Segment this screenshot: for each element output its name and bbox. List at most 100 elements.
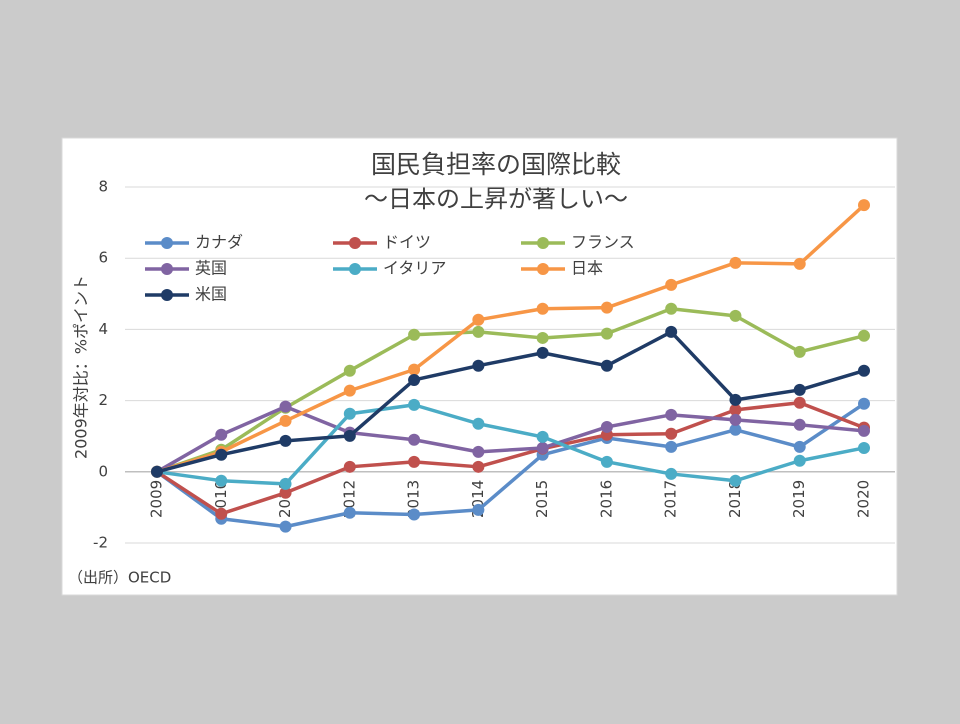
- data-point: [343, 506, 356, 519]
- data-point: [215, 474, 228, 487]
- legend-swatch-marker: [161, 263, 173, 275]
- data-point: [600, 301, 613, 314]
- data-point: [729, 309, 742, 322]
- data-point: [729, 474, 742, 487]
- legend-label: フランス: [571, 233, 635, 252]
- data-point: [472, 359, 485, 372]
- y-tick-label: 4: [98, 320, 108, 338]
- data-point: [729, 413, 742, 426]
- y-tick-label: 2: [98, 391, 108, 409]
- data-point: [793, 396, 806, 409]
- data-point: [408, 398, 421, 411]
- plot: [151, 199, 870, 533]
- data-point: [600, 455, 613, 468]
- data-point: [408, 328, 421, 341]
- data-point: [793, 257, 806, 270]
- series-line: [156, 404, 865, 474]
- data-point: [343, 429, 356, 442]
- data-point: [151, 465, 163, 478]
- x-tick-label: 2016: [597, 480, 615, 518]
- legend-swatch-marker: [161, 289, 173, 301]
- data-point: [665, 408, 678, 421]
- data-point: [858, 364, 870, 377]
- data-point: [408, 373, 421, 386]
- x-tick-label: 2010: [212, 480, 230, 518]
- x-tick-label: 2019: [790, 480, 808, 518]
- data-point: [408, 363, 421, 376]
- data-point: [793, 418, 806, 431]
- data-point: [472, 313, 485, 326]
- data-point: [472, 325, 485, 338]
- y-tick-label: 8: [98, 178, 108, 196]
- data-point: [600, 359, 613, 372]
- legend-label: 日本: [571, 259, 603, 278]
- data-point: [600, 420, 613, 433]
- x-tick-label: 2013: [405, 480, 423, 518]
- data-point: [729, 423, 742, 436]
- data-point: [793, 345, 806, 358]
- data-point: [472, 445, 485, 458]
- chart-subtitle: ～日本の上昇が著しい～: [364, 185, 628, 213]
- data-point: [665, 440, 678, 453]
- x-tick-label: 2009: [148, 480, 166, 518]
- data-point: [793, 454, 806, 467]
- legend-swatch-marker: [349, 237, 361, 249]
- data-point: [536, 302, 549, 315]
- x-tick-label: 2020: [855, 480, 873, 518]
- data-point: [729, 403, 742, 416]
- series-line: [156, 403, 865, 486]
- legend-swatch-marker: [537, 237, 549, 249]
- data-point: [858, 329, 870, 342]
- data-point: [858, 199, 870, 212]
- data-point: [536, 441, 549, 454]
- data-point: [279, 400, 292, 413]
- series-line: [155, 402, 865, 529]
- data-point: [279, 520, 292, 533]
- legend-label: カナダ: [195, 233, 243, 252]
- y-tick-label: 6: [98, 249, 108, 267]
- x-tick-label: 2017: [662, 480, 680, 518]
- data-point: [472, 417, 485, 430]
- data-point: [536, 331, 549, 344]
- y-axis-label: 2009年対比：%ポイント: [72, 275, 91, 459]
- data-point: [343, 384, 356, 397]
- y-tick-label: -2: [93, 534, 108, 552]
- data-point: [408, 433, 421, 446]
- data-point: [343, 407, 356, 420]
- data-point: [600, 327, 613, 340]
- data-point: [343, 364, 356, 377]
- data-point: [279, 486, 292, 499]
- legend-swatch-marker: [349, 263, 361, 275]
- x-tick-label: 2015: [533, 480, 551, 518]
- data-point: [215, 507, 228, 520]
- data-point: [343, 460, 356, 473]
- series-line: [156, 203, 866, 474]
- series-line: [156, 307, 865, 474]
- series-line: [156, 330, 865, 474]
- data-point: [793, 440, 806, 453]
- data-point: [472, 503, 485, 516]
- data-point: [536, 346, 549, 359]
- legend-label: 米国: [195, 285, 227, 304]
- data-point: [665, 325, 678, 338]
- y-tick-label: 0: [98, 462, 108, 480]
- series-line: [156, 400, 865, 516]
- legend-swatch-marker: [161, 237, 173, 249]
- data-point: [858, 424, 870, 437]
- data-point: [536, 430, 549, 443]
- data-point: [665, 278, 678, 291]
- data-point: [279, 434, 292, 447]
- data-point: [215, 428, 228, 441]
- data-point: [729, 393, 742, 406]
- data-point: [858, 441, 870, 454]
- data-point: [279, 477, 292, 490]
- source-note: （出所）OECD: [68, 569, 171, 587]
- chart-title: 国民負担率の国際比較: [371, 150, 621, 179]
- data-point: [472, 460, 485, 473]
- data-point: [215, 448, 228, 461]
- data-point: [729, 256, 742, 269]
- data-point: [858, 397, 870, 410]
